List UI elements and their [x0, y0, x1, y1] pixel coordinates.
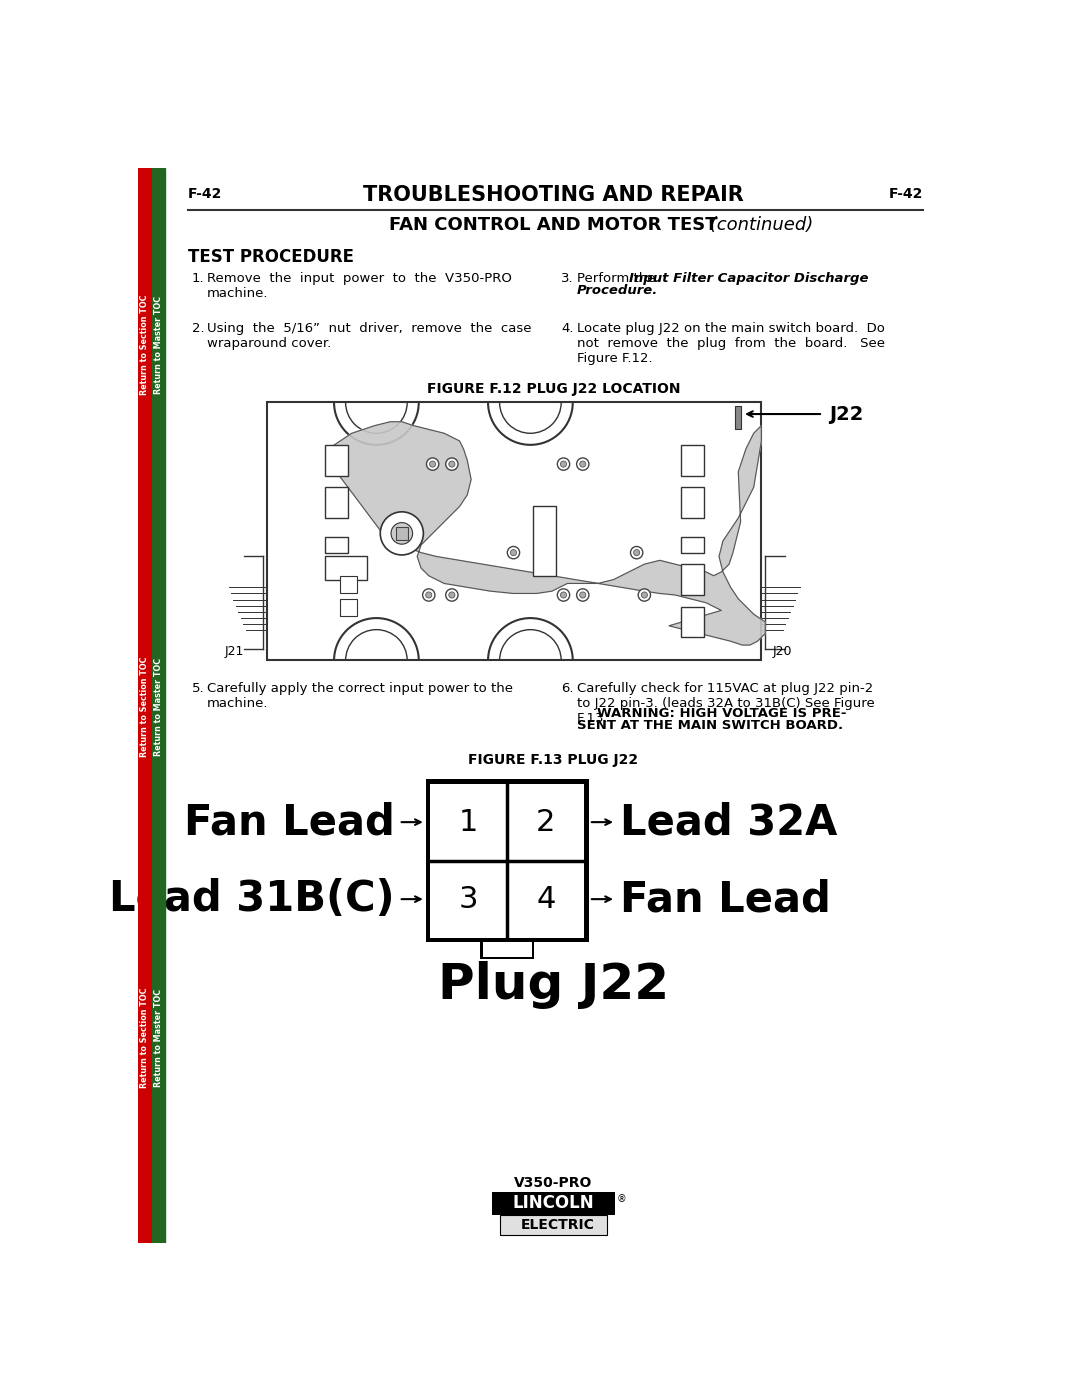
- Text: Return to Master TOC: Return to Master TOC: [154, 989, 163, 1087]
- Circle shape: [427, 458, 438, 471]
- Circle shape: [508, 546, 519, 559]
- Circle shape: [422, 588, 435, 601]
- Circle shape: [577, 588, 589, 601]
- Bar: [325, 488, 348, 518]
- Text: 3.: 3.: [562, 271, 573, 285]
- Text: 2: 2: [536, 807, 555, 837]
- Circle shape: [380, 511, 423, 555]
- Text: Fan Lead: Fan Lead: [620, 879, 831, 921]
- Circle shape: [631, 546, 643, 559]
- Text: SENT AT THE MAIN SWITCH BOARD.: SENT AT THE MAIN SWITCH BOARD.: [577, 719, 842, 732]
- Bar: [395, 527, 408, 539]
- Text: Lead 32A: Lead 32A: [620, 800, 837, 844]
- Circle shape: [449, 461, 455, 467]
- Bar: [680, 488, 704, 518]
- Bar: [138, 168, 151, 1243]
- Text: Locate plug J22 on the main switch board.  Do
not  remove  the  plug  from  the : Locate plug J22 on the main switch board…: [577, 321, 885, 365]
- Text: Return to Section TOC: Return to Section TOC: [140, 295, 149, 395]
- Bar: [483, 942, 532, 957]
- Circle shape: [561, 592, 567, 598]
- Text: J21: J21: [225, 645, 244, 658]
- Circle shape: [449, 592, 455, 598]
- Circle shape: [430, 461, 435, 467]
- Circle shape: [580, 461, 585, 467]
- Bar: [500, 1215, 607, 1235]
- Bar: [491, 1192, 616, 1215]
- Bar: [267, 402, 761, 661]
- Text: 1: 1: [459, 807, 478, 837]
- Text: 4.: 4.: [562, 321, 573, 335]
- Text: J22: J22: [829, 405, 864, 423]
- Text: Procedure.: Procedure.: [577, 284, 658, 298]
- Text: 6.: 6.: [562, 682, 573, 694]
- Text: Lead 31B(C): Lead 31B(C): [109, 879, 395, 921]
- Text: Return to Master TOC: Return to Master TOC: [154, 658, 163, 756]
- Text: Perform the: Perform the: [577, 271, 660, 285]
- Bar: [680, 564, 704, 595]
- Bar: [325, 538, 348, 553]
- Text: TROUBLESHOOTING AND REPAIR: TROUBLESHOOTING AND REPAIR: [363, 186, 744, 205]
- Text: F-42: F-42: [889, 187, 923, 201]
- Text: (continued): (continued): [704, 217, 813, 235]
- Text: Carefully apply the correct input power to the
machine.: Carefully apply the correct input power …: [207, 682, 513, 710]
- Text: Remove  the  input  power  to  the  V350-PRO
machine.: Remove the input power to the V350-PRO m…: [207, 271, 512, 299]
- Text: FIGURE F.12 PLUG J22 LOCATION: FIGURE F.12 PLUG J22 LOCATION: [427, 381, 680, 395]
- Text: Plug J22: Plug J22: [437, 961, 670, 1009]
- Circle shape: [638, 588, 650, 601]
- Circle shape: [557, 588, 569, 601]
- Text: 3: 3: [459, 884, 478, 914]
- Bar: [340, 576, 357, 592]
- Text: Carefully check for 115VAC at plug J22 pin-2
to J22 pin-3. (leads 32A to 31B(C) : Carefully check for 115VAC at plug J22 p…: [577, 682, 875, 725]
- Text: Fan Lead: Fan Lead: [184, 800, 395, 844]
- Bar: [680, 606, 704, 637]
- Bar: [426, 780, 589, 942]
- Text: FIGURE F.13 PLUG J22: FIGURE F.13 PLUG J22: [469, 753, 638, 767]
- Bar: [430, 784, 584, 937]
- Circle shape: [511, 549, 516, 556]
- Text: WARNING: HIGH VOLTAGE IS PRE-: WARNING: HIGH VOLTAGE IS PRE-: [597, 707, 847, 719]
- Bar: [481, 942, 535, 960]
- Text: Input Filter Capacitor Discharge: Input Filter Capacitor Discharge: [629, 271, 868, 285]
- Text: J20: J20: [773, 645, 793, 658]
- Circle shape: [446, 458, 458, 471]
- Bar: [680, 444, 704, 475]
- Text: Return to Section TOC: Return to Section TOC: [140, 657, 149, 757]
- Bar: [532, 507, 556, 576]
- Text: 2.: 2.: [191, 321, 204, 335]
- Bar: [340, 599, 357, 616]
- Text: FAN CONTROL AND MOTOR TEST: FAN CONTROL AND MOTOR TEST: [389, 217, 718, 235]
- Bar: [325, 556, 367, 580]
- Text: Return to Master TOC: Return to Master TOC: [154, 296, 163, 394]
- Text: Using  the  5/16”  nut  driver,  remove  the  case
wraparound cover.: Using the 5/16” nut driver, remove the c…: [207, 321, 531, 349]
- Bar: [151, 168, 165, 1243]
- Circle shape: [446, 588, 458, 601]
- Circle shape: [634, 549, 639, 556]
- Text: 4: 4: [536, 884, 555, 914]
- Text: 5.: 5.: [191, 682, 204, 694]
- Circle shape: [426, 592, 432, 598]
- Polygon shape: [328, 422, 766, 645]
- Text: F-42: F-42: [188, 187, 222, 201]
- Text: Return to Section TOC: Return to Section TOC: [140, 988, 149, 1088]
- Circle shape: [391, 522, 413, 545]
- Text: ELECTRIC: ELECTRIC: [521, 1218, 594, 1232]
- Text: ®: ®: [617, 1194, 626, 1204]
- Text: V350-PRO: V350-PRO: [514, 1176, 593, 1190]
- Circle shape: [642, 592, 647, 598]
- Circle shape: [561, 461, 567, 467]
- Bar: [735, 407, 741, 429]
- Bar: [680, 538, 704, 553]
- Text: LINCOLN: LINCOLN: [513, 1194, 594, 1213]
- Circle shape: [580, 592, 585, 598]
- Circle shape: [557, 458, 569, 471]
- Text: 1.: 1.: [191, 271, 204, 285]
- Bar: [325, 444, 348, 475]
- Circle shape: [577, 458, 589, 471]
- Text: TEST PROCEDURE: TEST PROCEDURE: [188, 249, 354, 267]
